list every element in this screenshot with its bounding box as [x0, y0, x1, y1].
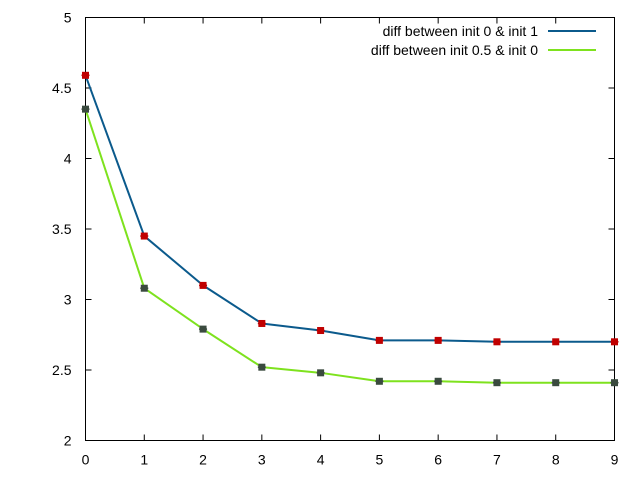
x-tick-label: 1 [140, 452, 148, 468]
x-tick-label: 9 [611, 452, 619, 468]
y-tick-label: 4 [64, 151, 72, 167]
legend-label: diff between init 0.5 & init 0 [371, 42, 538, 58]
x-tick-label: 6 [434, 452, 442, 468]
series-2-point [434, 377, 443, 385]
series-2 [81, 105, 619, 387]
series-1-point [316, 327, 325, 335]
series-1 [81, 71, 619, 346]
series-1-point [551, 338, 560, 346]
series-2-point [375, 377, 384, 385]
x-tick-label: 2 [199, 452, 207, 468]
legend-item-1: diff between init 0 & init 1 [383, 23, 596, 39]
series-1-point [81, 71, 90, 79]
series-1-point [375, 336, 384, 344]
y-tick-label: 5 [64, 10, 72, 26]
legend-item-2: diff between init 0.5 & init 0 [371, 42, 596, 58]
series-1-line [84, 74, 615, 343]
series-2-point [551, 379, 560, 387]
series-1-point [257, 319, 266, 327]
x-tick-label: 7 [493, 452, 501, 468]
series-2-point [81, 105, 90, 113]
series-2-point [610, 379, 619, 387]
series-2-line [84, 108, 615, 384]
series-2-point [316, 369, 325, 377]
x-tick-label: 5 [375, 452, 383, 468]
axis-ticks: 0 1 2 3 4 5 6 7 8 9 2 2.5 3 3.5 4 4.5 5 [52, 10, 619, 468]
series-1-point [610, 338, 619, 346]
y-tick-label: 2.5 [52, 362, 72, 378]
series-1-point [199, 281, 208, 289]
y-tick-label: 4.5 [52, 80, 72, 96]
series-2-point [199, 325, 208, 333]
x-tick-label: 8 [552, 452, 560, 468]
y-tick-label: 2 [64, 433, 72, 449]
series-2-point [140, 284, 149, 292]
series-2-point [257, 363, 266, 371]
legend-label: diff between init 0 & init 1 [383, 23, 539, 39]
series-layer [81, 71, 619, 387]
series-1-point [140, 232, 149, 240]
series-1-point [492, 338, 501, 346]
x-tick-label: 3 [258, 452, 266, 468]
x-tick-label: 0 [82, 452, 90, 468]
y-tick-label: 3.5 [52, 221, 72, 237]
x-tick-label: 4 [317, 452, 325, 468]
legend: diff between init 0 & init 1 diff between… [371, 23, 596, 58]
series-2-point [492, 379, 501, 387]
series-1-point [434, 336, 443, 344]
y-tick-label: 3 [64, 292, 72, 308]
